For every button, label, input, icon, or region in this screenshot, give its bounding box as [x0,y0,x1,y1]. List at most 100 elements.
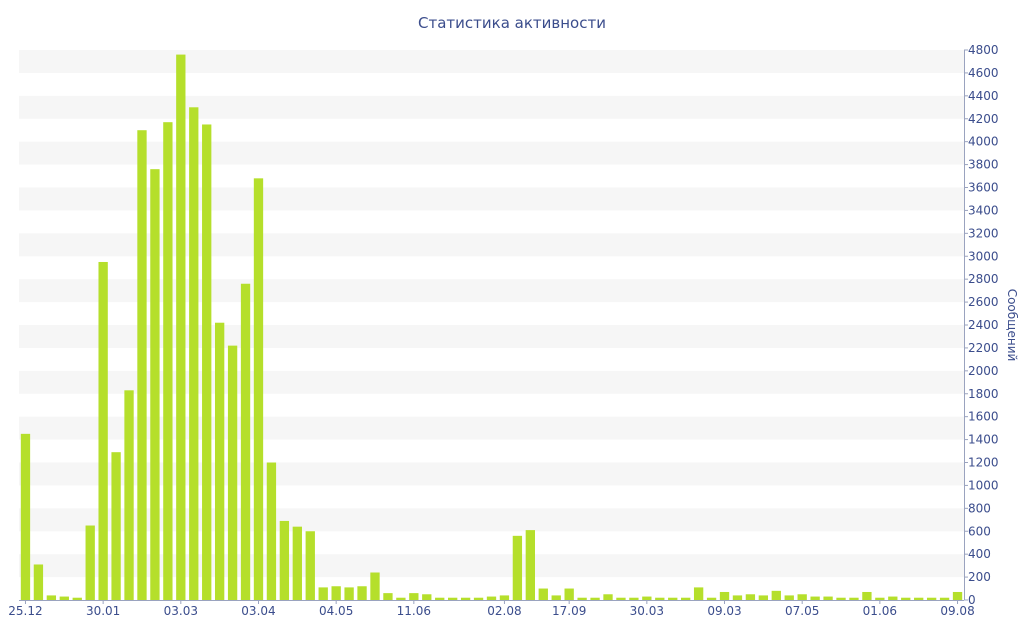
bar [629,597,639,600]
grid-stripe [19,554,964,578]
bar [603,594,613,600]
bar [888,596,898,600]
bar [862,591,872,600]
bar [150,169,160,600]
bar [111,452,121,600]
x-tick-label: 30.03 [630,604,664,618]
grid-stripe [19,416,964,440]
grid-stripe [19,462,964,486]
bar [538,588,548,600]
bar [719,591,730,600]
y-tick-label: 1000 [968,478,999,492]
bar [797,594,807,600]
bar [681,597,691,600]
y-tick-label: 600 [968,524,991,538]
bar [499,595,510,600]
bar [396,597,406,600]
y-tick-label: 2000 [968,364,999,378]
grid-stripe [19,233,964,257]
bar [46,595,57,600]
bar [409,593,419,600]
bar [344,587,354,600]
bar [124,390,134,600]
bar [240,283,251,600]
y-tick-label: 2200 [968,341,999,355]
bar [435,597,445,600]
y-tick-label: 2800 [968,272,999,286]
bar [357,586,367,600]
bar [823,596,833,600]
bar [85,525,95,600]
bar [189,107,199,601]
bar [202,124,212,601]
y-tick-label: 2600 [968,295,999,309]
bar [577,597,587,600]
bar [706,597,717,600]
bar [810,596,820,600]
bar [952,591,963,600]
bar [939,597,950,600]
bar [875,597,885,600]
grid-stripe [19,370,964,394]
x-tick-label: 07.05 [785,604,819,618]
x-tick-label: 30.01 [86,604,120,618]
bar [163,122,173,600]
bar [318,587,328,600]
grid-stripe [19,325,964,348]
y-tick-label: 800 [968,501,991,515]
y-tick-label: 1600 [968,410,999,424]
y-tick-label: 3600 [968,181,999,195]
grid-stripe [19,187,964,211]
bar [253,178,264,601]
bar [758,595,769,600]
bar [460,597,471,600]
bar [448,597,458,600]
y-tick-label: 4800 [968,43,999,57]
bar [745,594,756,600]
bar [784,595,794,600]
bar [901,597,911,600]
bar [214,322,225,600]
x-tick-label: 17.09 [552,604,586,618]
bar [176,54,186,601]
y-axis-title: Сообщений [1005,289,1019,362]
bar [732,595,743,600]
y-tick-label: 3800 [968,158,999,172]
bar [59,596,69,600]
bar [642,596,652,600]
chart-title: Статистика активности [418,14,606,32]
grid-stripe [19,95,964,119]
bar [305,531,315,600]
y-tick-label: 4000 [968,135,999,149]
bar [914,597,924,600]
x-tick-label: 02.08 [487,604,521,618]
y-tick-label: 4200 [968,112,999,126]
bar [836,597,846,600]
bar [849,597,859,600]
bar [266,462,277,600]
bar [486,596,497,600]
x-tick-label: 25.12 [8,604,42,618]
y-tick-label: 200 [968,570,991,584]
x-tick-label: 09.03 [707,604,741,618]
bar [551,595,561,600]
x-tick-label: 01.06 [863,604,897,618]
grid-stripe [19,50,964,73]
bar [693,587,704,600]
x-tick-label: 04.05 [319,604,353,618]
x-tick-label: 03.04 [241,604,275,618]
y-tick-label: 3000 [968,249,999,263]
bar [590,597,600,600]
bar [525,530,535,600]
bar [292,526,302,600]
grid-stripe [19,279,964,303]
x-tick-label: 03.03 [164,604,198,618]
bar [668,597,678,600]
bar [473,597,484,600]
bar [926,597,937,600]
bar [98,261,108,600]
bar [33,564,44,600]
grid-stripe [19,508,964,532]
y-tick-label: 4400 [968,89,999,103]
